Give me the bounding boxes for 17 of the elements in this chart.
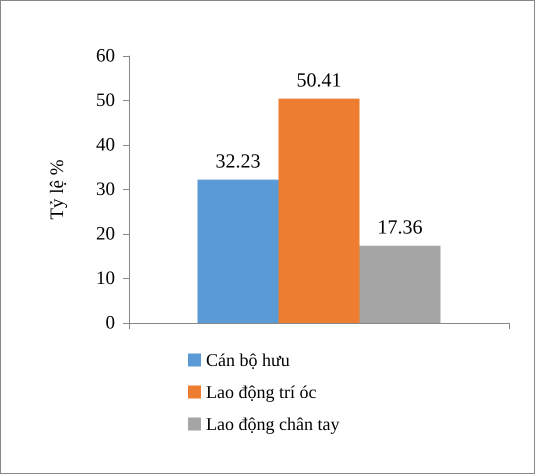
legend-label: Cán bộ hưu xyxy=(206,350,290,370)
y-tick-label: 40 xyxy=(96,134,115,156)
y-tick-label: 10 xyxy=(96,268,115,289)
y-axis-title: Tỷ lệ % xyxy=(47,159,68,220)
data-label: 50.41 xyxy=(296,70,342,92)
bar xyxy=(278,98,360,323)
y-tick-label: 60 xyxy=(96,46,115,66)
y-tick-label: 0 xyxy=(106,312,115,334)
y-tick-label: 20 xyxy=(96,224,115,244)
data-label: 17.36 xyxy=(378,216,422,239)
bar xyxy=(198,180,278,323)
y-tick-label: 50 xyxy=(96,90,115,111)
bar xyxy=(360,246,440,323)
legend-label: Lao động trí óc xyxy=(206,382,316,402)
data-label: 32.23 xyxy=(216,150,260,173)
y-tick-label: 30 xyxy=(96,179,115,200)
legend-label: Lao động chân tay xyxy=(206,414,340,434)
